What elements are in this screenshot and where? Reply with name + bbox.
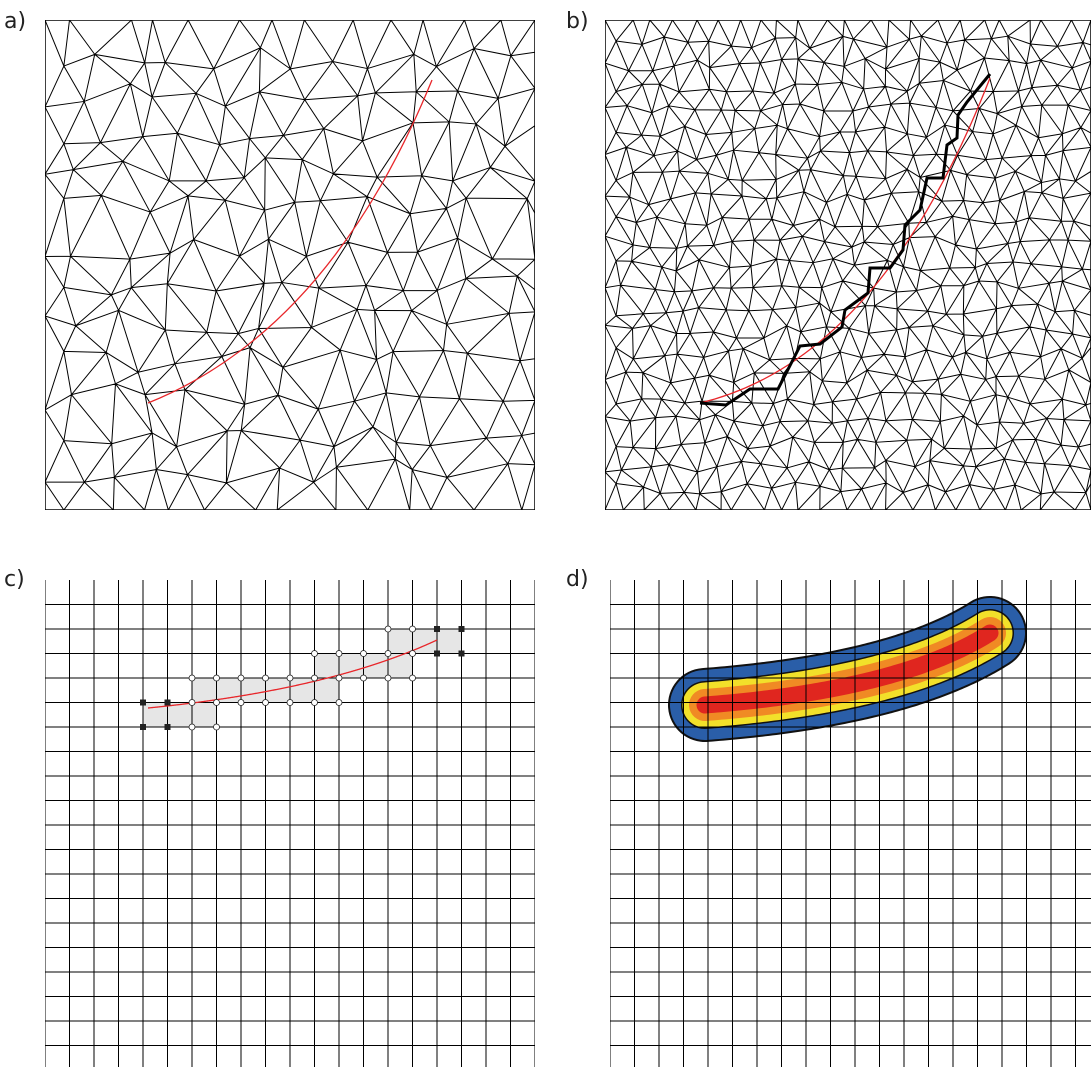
node: [213, 699, 220, 706]
marked-cell: [314, 653, 339, 678]
marked-cell: [388, 629, 413, 654]
node: [311, 699, 318, 706]
path-edges: [699, 73, 992, 407]
node: [360, 674, 367, 682]
grid-lines: [610, 580, 1091, 1067]
curve: [147, 79, 433, 404]
node: [188, 723, 196, 731]
node: [262, 674, 269, 682]
grid-c: [45, 580, 535, 1067]
node: [360, 650, 367, 657]
node: [384, 674, 392, 682]
mesh-edges: [45, 20, 535, 510]
node: [286, 674, 294, 682]
mesh-a: [45, 20, 535, 510]
node: [409, 650, 416, 657]
node: [286, 699, 294, 706]
mesh-edges: [605, 20, 1091, 510]
marked-cell: [388, 653, 413, 678]
node: [237, 674, 245, 682]
marked-cell: [265, 678, 290, 703]
end-node: [164, 699, 171, 706]
end-node: [458, 650, 465, 657]
curve: [147, 639, 438, 709]
panel-label: b): [566, 9, 589, 34]
node: [213, 674, 220, 682]
marked-cell: [363, 653, 388, 678]
marked-cell: [314, 678, 339, 703]
end-node: [458, 626, 465, 632]
node: [384, 650, 392, 657]
marked-cell: [192, 702, 217, 727]
node: [188, 699, 196, 706]
node: [335, 674, 343, 682]
node: [237, 699, 245, 706]
grid-d: [610, 580, 1091, 1067]
panel-label: d): [566, 567, 589, 592]
node: [384, 625, 392, 633]
node: [262, 699, 269, 706]
grid-lines: [45, 580, 535, 1067]
end-node: [434, 626, 440, 632]
end-node: [434, 650, 440, 657]
node: [409, 674, 416, 682]
panel-label: a): [4, 9, 26, 34]
level-band: [696, 624, 999, 714]
end-node: [164, 724, 171, 730]
node: [335, 699, 343, 706]
marked-cell: [437, 629, 462, 654]
panel-label: c): [4, 567, 25, 592]
end-node: [140, 724, 146, 730]
marked-cell: [167, 702, 192, 727]
mesh-b: [605, 20, 1091, 510]
end-node: [140, 699, 146, 706]
node: [188, 674, 196, 682]
node: [335, 650, 343, 657]
curve: [699, 77, 991, 404]
marked-cell: [192, 678, 217, 703]
node: [409, 625, 416, 633]
node: [311, 674, 318, 682]
marked-cell: [241, 678, 266, 703]
frame: [45, 20, 535, 510]
node: [311, 650, 318, 657]
node: [213, 723, 220, 731]
